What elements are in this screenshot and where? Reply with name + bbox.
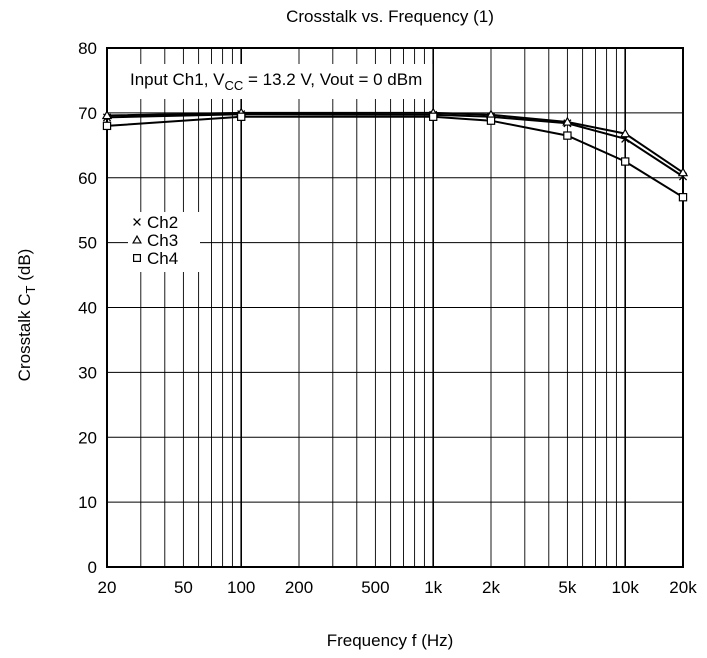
x-tick-label: 100 xyxy=(227,578,255,597)
series-lines xyxy=(106,111,684,199)
triangle-marker xyxy=(101,110,113,120)
series-markers xyxy=(101,107,689,202)
series-markers-ch4 xyxy=(102,112,688,202)
square-marker xyxy=(237,112,246,121)
legend-entry-ch2: Ch2 xyxy=(133,213,178,232)
square-marker xyxy=(102,121,112,131)
y-tick-label: 50 xyxy=(78,234,97,253)
triangle-marker xyxy=(620,128,631,138)
triangle-marker xyxy=(132,234,142,244)
x-axis-title: Frequency f (Hz) xyxy=(327,631,454,650)
legend-label: Ch4 xyxy=(147,249,178,268)
y-axis-title-unit: (dB) xyxy=(15,249,34,286)
series-markers-ch3 xyxy=(101,107,689,177)
legend-entry-ch4: Ch4 xyxy=(133,249,178,268)
annotation-prefix: Input Ch1, V xyxy=(130,70,225,89)
annotation-subscript: CC xyxy=(225,78,244,93)
y-tick-label: 10 xyxy=(78,493,97,512)
y-tick-label: 20 xyxy=(78,428,97,447)
annotation-suffix: = 13.2 V, Vout = 0 dBm xyxy=(243,70,422,89)
series-line-ch3 xyxy=(106,111,684,174)
square-marker xyxy=(429,112,438,121)
x-tick-labels: 20 50 100 200 500 1k 2k 5k 10k 20k xyxy=(98,578,698,597)
y-tick-label: 40 xyxy=(78,299,97,318)
x-tick-label: 1k xyxy=(424,578,442,597)
plot-frame xyxy=(106,47,684,568)
square-marker xyxy=(678,193,688,202)
y-axis-title-main: Crosstalk C xyxy=(15,293,34,381)
x-tick-label: 500 xyxy=(361,578,389,597)
y-axis-title-subscript: T xyxy=(23,285,38,293)
y-tick-label: 80 xyxy=(78,39,97,58)
legend-entry-ch3: Ch3 xyxy=(132,231,178,250)
square-marker xyxy=(563,131,572,140)
chart-title: Crosstalk vs. Frequency (1) xyxy=(286,7,494,26)
x-tick-label: 5k xyxy=(558,578,576,597)
x-marker xyxy=(133,218,141,226)
x-tick-label: 2k xyxy=(482,578,500,597)
square-marker xyxy=(486,116,496,125)
condition-annotation: Input Ch1, VCC = 13.2 V, Vout = 0 dBm xyxy=(130,70,422,93)
y-tick-label: 70 xyxy=(78,104,97,123)
x-tick-label: 200 xyxy=(285,578,313,597)
series-line-ch2 xyxy=(106,113,684,178)
x-tick-label: 50 xyxy=(174,578,193,597)
y-tick-label: 30 xyxy=(78,363,97,382)
y-axis-title: Crosstalk CT (dB) xyxy=(15,249,38,382)
legend-label: Ch3 xyxy=(147,231,178,250)
triangle-marker xyxy=(562,116,573,126)
y-tick-label: 0 xyxy=(88,558,97,577)
x-tick-label: 10k xyxy=(611,578,639,597)
legend-label: Ch2 xyxy=(147,213,178,232)
triangle-marker xyxy=(677,167,689,177)
major-gridlines xyxy=(107,48,683,567)
x-tick-label: 20 xyxy=(98,578,117,597)
square-marker xyxy=(621,157,630,166)
square-marker xyxy=(133,254,142,263)
annotation-background xyxy=(120,64,433,99)
x-tick-label: 20k xyxy=(669,578,697,597)
y-tick-label: 60 xyxy=(78,169,97,188)
y-tick-labels: 0 10 20 30 40 50 60 70 80 xyxy=(78,39,97,577)
